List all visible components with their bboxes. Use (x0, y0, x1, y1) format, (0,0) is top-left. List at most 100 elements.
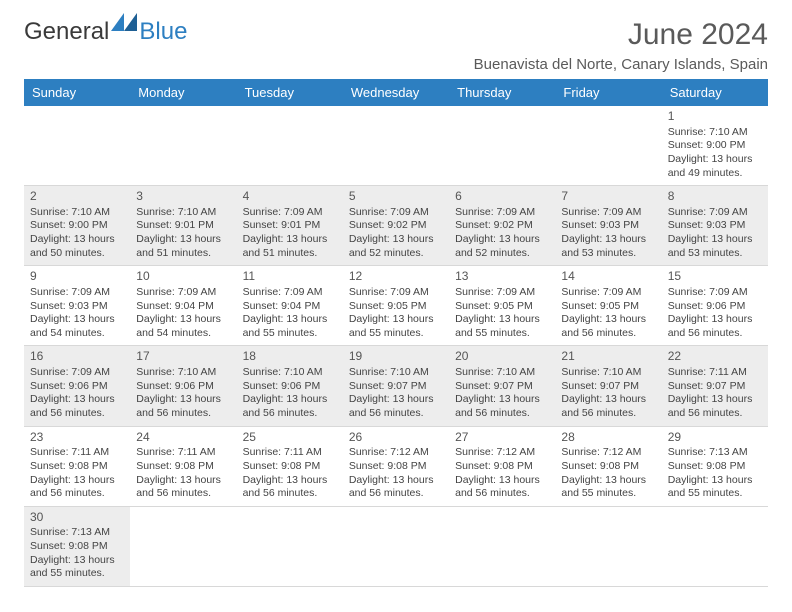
day-sunset: Sunset: 9:06 PM (243, 380, 337, 394)
day-sunrise: Sunrise: 7:12 AM (349, 446, 443, 460)
day-number: 22 (668, 349, 762, 365)
day-sunset: Sunset: 9:07 PM (561, 380, 655, 394)
day-dl2: and 55 minutes. (668, 487, 762, 501)
day-dl2: and 56 minutes. (243, 487, 337, 501)
day-dl2: and 55 minutes. (561, 487, 655, 501)
calendar-cell-empty (237, 106, 343, 186)
day-number: 16 (30, 349, 124, 365)
day-sunrise: Sunrise: 7:10 AM (455, 366, 549, 380)
day-dl2: and 56 minutes. (136, 487, 230, 501)
day-sunrise: Sunrise: 7:09 AM (668, 206, 762, 220)
day-sunset: Sunset: 9:08 PM (30, 540, 124, 554)
day-sunset: Sunset: 9:05 PM (561, 300, 655, 314)
day-sunset: Sunset: 9:02 PM (349, 219, 443, 233)
day-number: 3 (136, 189, 230, 205)
day-dl2: and 51 minutes. (136, 247, 230, 261)
day-sunset: Sunset: 9:05 PM (349, 300, 443, 314)
calendar-cell: 13Sunrise: 7:09 AMSunset: 9:05 PMDayligh… (449, 266, 555, 346)
calendar-cell: 17Sunrise: 7:10 AMSunset: 9:06 PMDayligh… (130, 346, 236, 426)
calendar-cell-empty (449, 106, 555, 186)
day-sunrise: Sunrise: 7:09 AM (243, 206, 337, 220)
day-dl2: and 56 minutes. (243, 407, 337, 421)
calendar-cell-empty (130, 506, 236, 586)
day-dl1: Daylight: 13 hours (30, 474, 124, 488)
calendar-cell-empty (24, 106, 130, 186)
day-dl1: Daylight: 13 hours (668, 233, 762, 247)
weekday-header: Sunday (24, 79, 130, 106)
calendar-cell: 23Sunrise: 7:11 AMSunset: 9:08 PMDayligh… (24, 426, 130, 506)
calendar-week-row: 16Sunrise: 7:09 AM Sunset: 9:06 PM Dayligh… (24, 346, 768, 426)
day-dl2: and 53 minutes. (561, 247, 655, 261)
day-dl1: Daylight: 13 hours (136, 313, 230, 327)
calendar-cell: 12Sunrise: 7:09 AMSunset: 9:05 PMDayligh… (343, 266, 449, 346)
calendar-cell-empty (555, 106, 661, 186)
day-sunrise: Sunrise: 7:11 AM (243, 446, 337, 460)
day-sunset: Sunset: 9:08 PM (455, 460, 549, 474)
calendar-cell: 20Sunrise: 7:10 AMSunset: 9:07 PMDayligh… (449, 346, 555, 426)
day-dl2: and 51 minutes. (243, 247, 337, 261)
day-dl1: Daylight: 13 hours (561, 474, 655, 488)
calendar-cell: 8Sunrise: 7:09 AMSunset: 9:03 PMDaylight… (662, 186, 768, 266)
day-dl2: and 56 minutes. (561, 327, 655, 341)
day-dl1: Daylight: 13 hours (243, 233, 337, 247)
location-subtitle: Buenavista del Norte, Canary Islands, Sp… (474, 56, 768, 73)
day-sunrise: Sunrise: 7:09 AM (455, 286, 549, 300)
day-number: 9 (30, 269, 124, 285)
weekday-header: Tuesday (237, 79, 343, 106)
day-number: 8 (668, 189, 762, 205)
day-sunset: Sunset: 9:02 PM (455, 219, 549, 233)
day-sunset: Sunset: 9:01 PM (136, 219, 230, 233)
day-number: 21 (561, 349, 655, 365)
day-dl1: Daylight: 13 hours (30, 554, 124, 568)
day-sunrise: Sunrise: 7:09 AM (349, 206, 443, 220)
day-number: 24 (136, 430, 230, 446)
day-dl1: Daylight: 13 hours (455, 393, 549, 407)
calendar-cell: 3Sunrise: 7:10 AMSunset: 9:01 PMDaylight… (130, 186, 236, 266)
day-sunset: Sunset: 9:08 PM (668, 460, 762, 474)
day-sunrise: Sunrise: 7:10 AM (243, 366, 337, 380)
day-dl2: and 56 minutes. (561, 407, 655, 421)
calendar-cell: 7Sunrise: 7:09 AMSunset: 9:03 PMDaylight… (555, 186, 661, 266)
weekday-header-row: SundayMondayTuesdayWednesdayThursdayFrid… (24, 79, 768, 106)
day-sunset: Sunset: 9:06 PM (668, 300, 762, 314)
day-sunset: Sunset: 9:07 PM (668, 380, 762, 394)
day-number: 4 (243, 189, 337, 205)
calendar-cell: 18Sunrise: 7:10 AMSunset: 9:06 PMDayligh… (237, 346, 343, 426)
day-sunset: Sunset: 9:07 PM (349, 380, 443, 394)
day-number: 13 (455, 269, 549, 285)
day-sunrise: Sunrise: 7:10 AM (136, 366, 230, 380)
day-dl2: and 54 minutes. (136, 327, 230, 341)
calendar-cell: 22Sunrise: 7:11 AMSunset: 9:07 PMDayligh… (662, 346, 768, 426)
calendar-cell: 1Sunrise: 7:10 AMSunset: 9:00 PMDaylight… (662, 106, 768, 186)
day-dl1: Daylight: 13 hours (455, 233, 549, 247)
day-sunrise: Sunrise: 7:09 AM (243, 286, 337, 300)
logo-text-blue: Blue (139, 18, 187, 46)
day-number: 26 (349, 430, 443, 446)
day-sunrise: Sunrise: 7:09 AM (30, 366, 124, 380)
day-dl1: Daylight: 13 hours (349, 474, 443, 488)
calendar-cell-empty (130, 106, 236, 186)
calendar-cell: 15Sunrise: 7:09 AMSunset: 9:06 PMDayligh… (662, 266, 768, 346)
calendar-cell: 9Sunrise: 7:09 AMSunset: 9:03 PMDaylight… (24, 266, 130, 346)
day-sunset: Sunset: 9:08 PM (243, 460, 337, 474)
day-sunset: Sunset: 9:08 PM (349, 460, 443, 474)
calendar-cell: 2Sunrise: 7:10 AMSunset: 9:00 PMDaylight… (24, 186, 130, 266)
day-dl1: Daylight: 13 hours (668, 474, 762, 488)
day-dl2: and 56 minutes. (668, 407, 762, 421)
day-dl2: and 56 minutes. (668, 327, 762, 341)
logo-triangle-icon (111, 13, 137, 31)
day-dl1: Daylight: 13 hours (455, 313, 549, 327)
calendar-cell-empty (555, 506, 661, 586)
calendar-cell: 14Sunrise: 7:09 AMSunset: 9:05 PMDayligh… (555, 266, 661, 346)
day-dl1: Daylight: 13 hours (136, 233, 230, 247)
calendar-cell: 29Sunrise: 7:13 AMSunset: 9:08 PMDayligh… (662, 426, 768, 506)
day-sunrise: Sunrise: 7:10 AM (136, 206, 230, 220)
day-sunrise: Sunrise: 7:10 AM (668, 126, 762, 140)
weekday-header: Friday (555, 79, 661, 106)
day-sunset: Sunset: 9:03 PM (561, 219, 655, 233)
day-number: 23 (30, 430, 124, 446)
calendar-cell: 28Sunrise: 7:12 AMSunset: 9:08 PMDayligh… (555, 426, 661, 506)
day-number: 17 (136, 349, 230, 365)
day-dl2: and 50 minutes. (30, 247, 124, 261)
day-sunrise: Sunrise: 7:10 AM (349, 366, 443, 380)
